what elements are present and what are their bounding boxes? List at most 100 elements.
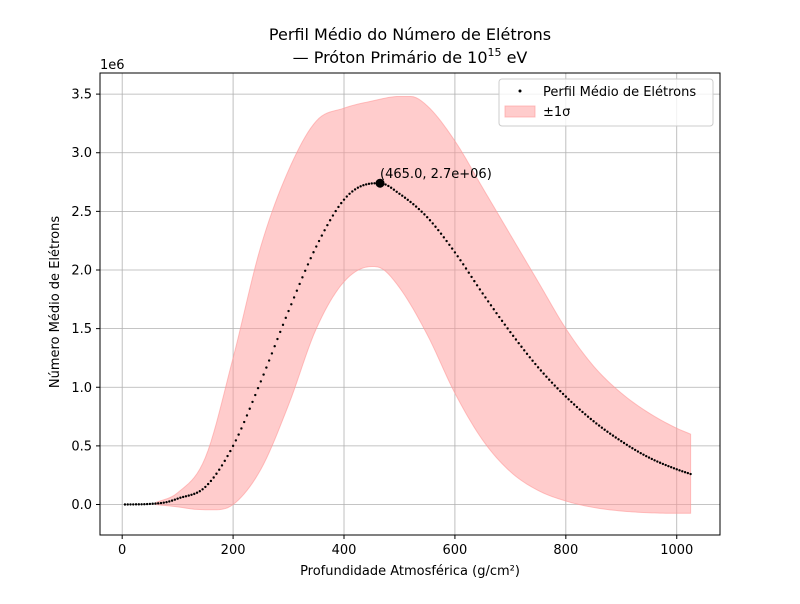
profile-point (606, 430, 609, 433)
y-tick-label: 3.0 (71, 146, 92, 161)
profile-point (312, 251, 315, 254)
profile-point (484, 296, 487, 299)
profile-point (231, 444, 235, 448)
profile-point (220, 464, 224, 467)
max-point-annotation: (465.0, 2.7e+06) (380, 167, 492, 182)
profile-point (547, 378, 551, 381)
profile-point (672, 467, 676, 470)
legend-box (498, 78, 714, 127)
profile-point (292, 296, 296, 299)
profile-point (370, 182, 373, 185)
profile-point (162, 501, 165, 504)
profile-point (226, 454, 229, 458)
profile-point (622, 441, 626, 445)
profile-point (267, 359, 271, 362)
profile-point (675, 468, 678, 471)
profile-point (664, 463, 667, 467)
y-tick-label: 2.0 (71, 263, 92, 278)
profile-point (667, 464, 670, 468)
profile-point (553, 384, 556, 387)
profile-point (523, 349, 526, 352)
x-tick-label: 200 (221, 543, 246, 558)
plot-frame (99, 72, 721, 536)
profile-point (345, 195, 348, 198)
profile-point (367, 182, 371, 186)
profile-point (395, 190, 398, 193)
profile-point (276, 337, 279, 341)
profile-point (550, 381, 554, 384)
profile-point (536, 366, 540, 369)
profile-point (631, 447, 634, 450)
profile-point (193, 492, 196, 496)
profile-point (597, 424, 601, 427)
profile-point (240, 427, 243, 430)
profile-point (212, 476, 215, 479)
profile-point (245, 414, 249, 417)
profile-point (251, 400, 254, 404)
profile-point (303, 269, 307, 272)
profile-point (581, 410, 584, 414)
profile-point (628, 445, 631, 448)
chart-title-line1: Perfil Médio do Número de Elétrons (269, 25, 551, 44)
profile-point (218, 468, 221, 471)
profile-point (467, 271, 470, 274)
profile-point (459, 259, 462, 262)
profile-point (575, 405, 579, 409)
profile-point (290, 303, 293, 306)
profile-point (406, 198, 409, 202)
profile-point (481, 292, 484, 295)
profile-point (351, 190, 354, 193)
profile-point (445, 239, 448, 243)
profile-point (190, 493, 193, 496)
profile-point (642, 453, 645, 456)
profile-point (414, 205, 418, 208)
profile-point (340, 201, 343, 205)
profile-point (364, 183, 368, 186)
profile-point (317, 239, 321, 243)
profile-point (636, 450, 640, 453)
profile-point (603, 428, 606, 431)
profile-point (614, 436, 617, 439)
profile-point (600, 426, 604, 429)
profile-point (584, 413, 587, 416)
profile-point (428, 219, 432, 222)
profile-point (506, 327, 509, 330)
profile-point (151, 502, 154, 505)
profile-point (254, 393, 257, 397)
profile-point (633, 448, 637, 452)
profile-point (126, 503, 129, 506)
profile-point (328, 219, 332, 222)
profile-point (448, 243, 451, 247)
x-tick-label: 800 (553, 543, 578, 558)
profile-point (658, 461, 662, 464)
y-tick-label: 3.5 (71, 88, 92, 103)
profile-point (281, 323, 285, 327)
y-tick-label: 2.5 (71, 205, 92, 220)
profile-point (528, 356, 531, 359)
profile-point (389, 186, 393, 189)
profile-point (353, 188, 357, 191)
profile-point (650, 457, 653, 461)
max-point-marker (375, 178, 385, 188)
profile-point (387, 184, 390, 188)
plot-area: (465.0, 2.7e+06) 0 200 400 600 800 1000 0.0 0.5 1… (71, 72, 721, 558)
profile-point (531, 359, 534, 362)
profile-point (625, 443, 629, 446)
profile-point (409, 200, 412, 204)
x-tick-label: 400 (332, 543, 357, 558)
profile-point (145, 502, 149, 506)
profile-point (403, 196, 407, 199)
profile-point (486, 300, 490, 303)
legend-swatch-band (504, 105, 536, 118)
profile-point (168, 500, 171, 503)
profile-point (165, 500, 168, 504)
profile-point (542, 372, 545, 375)
profile-point (301, 276, 304, 279)
profile-point (209, 479, 213, 483)
profile-point (356, 186, 360, 189)
profile-point (176, 497, 179, 500)
profile-point (686, 471, 690, 475)
profile-point (592, 420, 595, 423)
profile-point (656, 460, 659, 463)
